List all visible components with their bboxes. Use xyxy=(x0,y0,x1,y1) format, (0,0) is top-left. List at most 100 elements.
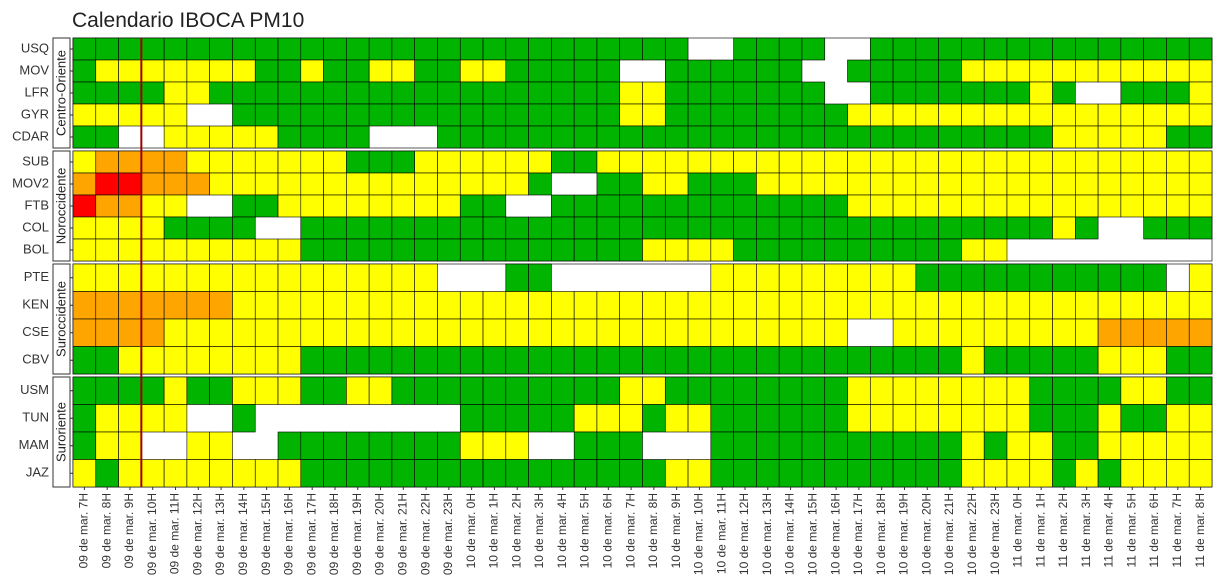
cell xyxy=(459,150,484,174)
cell xyxy=(414,459,438,488)
x-tick-label: 09 de mar. 8H xyxy=(99,493,113,568)
cell xyxy=(915,404,939,433)
cell xyxy=(687,59,712,83)
cell xyxy=(733,431,757,460)
cell xyxy=(232,318,256,347)
cell xyxy=(1166,318,1190,347)
cell xyxy=(505,459,529,488)
cell xyxy=(961,37,985,61)
cell xyxy=(892,291,917,320)
cell xyxy=(778,216,803,240)
x-tick-label: 11 de mar. 6H xyxy=(1147,493,1161,567)
cell xyxy=(277,103,302,127)
x-tick-label: 10 de mar. 19H xyxy=(897,493,911,575)
cell xyxy=(277,431,302,460)
cell xyxy=(437,346,461,375)
station-label: MAM xyxy=(19,437,49,452)
cell xyxy=(733,172,757,196)
cell xyxy=(95,172,119,196)
cell xyxy=(733,238,757,262)
cell xyxy=(186,81,210,105)
cell xyxy=(1052,59,1076,83)
x-tick-label: 09 de mar. 15H xyxy=(259,493,273,575)
cell xyxy=(596,59,621,83)
cell xyxy=(1075,150,1099,174)
cell xyxy=(482,431,507,460)
cell xyxy=(1006,376,1031,405)
cell xyxy=(1166,125,1190,149)
cell xyxy=(300,318,324,347)
cell xyxy=(1166,346,1190,375)
cell xyxy=(938,263,962,292)
cell xyxy=(1075,37,1099,61)
cell xyxy=(459,37,484,61)
cell xyxy=(664,172,689,196)
cell xyxy=(459,291,484,320)
cell xyxy=(1166,81,1190,105)
cell xyxy=(72,263,97,292)
cell xyxy=(710,172,734,196)
cell xyxy=(209,125,233,149)
cell xyxy=(733,37,757,61)
cell xyxy=(1029,194,1053,218)
cell xyxy=(391,238,416,262)
cell xyxy=(368,37,393,61)
cell xyxy=(892,346,917,375)
cell xyxy=(687,194,712,218)
cell xyxy=(528,59,552,83)
cell xyxy=(642,194,666,218)
cell xyxy=(1143,103,1167,127)
cell xyxy=(710,150,734,174)
cell xyxy=(983,172,1008,196)
cell xyxy=(869,238,894,262)
cell xyxy=(254,59,279,83)
cell xyxy=(118,318,142,347)
cell xyxy=(938,431,962,460)
cell xyxy=(1006,459,1031,488)
cell xyxy=(983,404,1008,433)
cell xyxy=(437,37,461,61)
cell xyxy=(551,59,575,83)
cell xyxy=(482,459,507,488)
cell xyxy=(710,238,734,262)
cell xyxy=(300,59,324,83)
cell xyxy=(254,291,279,320)
cell xyxy=(1120,103,1144,127)
cell xyxy=(346,37,370,61)
cell xyxy=(346,238,370,262)
cell xyxy=(710,346,734,375)
cell xyxy=(186,150,210,174)
cell xyxy=(186,238,210,262)
x-tick-label: 09 de mar. 16H xyxy=(282,493,296,575)
cell xyxy=(368,59,393,83)
cell xyxy=(778,291,803,320)
x-tick-label: 09 de mar. 11H xyxy=(168,493,182,574)
cell xyxy=(1006,37,1031,61)
cell xyxy=(847,431,871,460)
station-label: BOL xyxy=(23,241,49,256)
station-label: CBV xyxy=(22,352,49,367)
cell xyxy=(254,263,279,292)
cell xyxy=(1097,150,1122,174)
cell xyxy=(687,103,712,127)
cell xyxy=(687,172,712,196)
cell xyxy=(687,346,712,375)
cell xyxy=(323,150,347,174)
cell xyxy=(186,37,210,61)
cell xyxy=(95,238,119,262)
cell xyxy=(1120,81,1144,105)
cell xyxy=(118,376,142,405)
cell xyxy=(300,376,324,405)
cell xyxy=(551,318,575,347)
cell xyxy=(1075,459,1099,488)
cell xyxy=(642,238,666,262)
cell xyxy=(300,431,324,460)
cell xyxy=(1143,37,1167,61)
cell xyxy=(163,172,188,196)
cell xyxy=(710,404,734,433)
cell xyxy=(1166,459,1190,488)
x-tick-label: 10 de mar. 6H xyxy=(601,493,615,568)
cell xyxy=(756,431,780,460)
cell xyxy=(1052,194,1076,218)
x-tick-label: 11 de mar. 0H xyxy=(1011,493,1025,567)
